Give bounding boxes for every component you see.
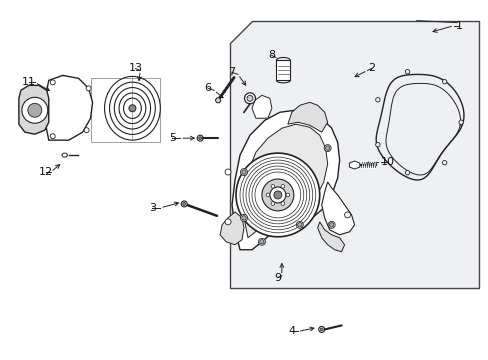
- Circle shape: [296, 221, 303, 228]
- Circle shape: [224, 219, 230, 225]
- Circle shape: [269, 187, 285, 203]
- Text: 7: 7: [228, 67, 235, 77]
- Circle shape: [28, 103, 41, 117]
- Circle shape: [297, 222, 302, 227]
- Circle shape: [244, 93, 255, 104]
- Circle shape: [22, 97, 48, 123]
- Polygon shape: [251, 95, 271, 118]
- Text: 2: 2: [367, 63, 374, 73]
- Circle shape: [320, 328, 323, 331]
- Text: 3: 3: [148, 203, 156, 213]
- Polygon shape: [61, 153, 67, 157]
- Circle shape: [197, 135, 203, 141]
- Polygon shape: [287, 102, 327, 132]
- Text: 5: 5: [168, 133, 175, 143]
- Circle shape: [458, 120, 463, 125]
- Text: 12: 12: [39, 167, 53, 177]
- Circle shape: [344, 212, 350, 218]
- Polygon shape: [349, 161, 359, 169]
- Text: 10: 10: [380, 157, 394, 167]
- Circle shape: [241, 216, 245, 220]
- Circle shape: [183, 202, 185, 206]
- Circle shape: [236, 153, 319, 237]
- Polygon shape: [46, 75, 92, 140]
- Circle shape: [273, 191, 281, 199]
- Text: 8: 8: [268, 50, 275, 60]
- Polygon shape: [244, 124, 327, 238]
- Circle shape: [86, 86, 91, 91]
- Circle shape: [240, 168, 247, 176]
- Circle shape: [318, 327, 324, 332]
- Circle shape: [325, 146, 329, 150]
- Polygon shape: [215, 98, 221, 103]
- Circle shape: [129, 105, 136, 112]
- Circle shape: [442, 80, 446, 84]
- Circle shape: [324, 145, 330, 152]
- Polygon shape: [232, 110, 339, 250]
- Bar: [276, 60, 290, 80]
- Circle shape: [84, 128, 89, 133]
- Circle shape: [405, 171, 409, 175]
- Text: 4: 4: [287, 327, 295, 336]
- Circle shape: [327, 221, 334, 228]
- Circle shape: [375, 143, 379, 147]
- Polygon shape: [220, 212, 244, 245]
- Circle shape: [281, 202, 284, 205]
- Circle shape: [285, 193, 289, 197]
- Text: 9: 9: [274, 273, 281, 283]
- Circle shape: [375, 98, 379, 102]
- Circle shape: [270, 185, 274, 188]
- Circle shape: [405, 69, 409, 74]
- Polygon shape: [229, 21, 478, 288]
- Circle shape: [258, 238, 265, 245]
- Circle shape: [198, 137, 201, 140]
- Circle shape: [240, 214, 247, 221]
- Circle shape: [442, 161, 446, 165]
- Circle shape: [270, 202, 274, 205]
- Text: 6: 6: [204, 84, 211, 93]
- Circle shape: [281, 185, 284, 188]
- Text: 1: 1: [455, 21, 462, 31]
- Circle shape: [262, 179, 293, 211]
- Polygon shape: [19, 85, 49, 134]
- Circle shape: [329, 222, 333, 227]
- Circle shape: [265, 193, 269, 197]
- Circle shape: [224, 169, 230, 175]
- Circle shape: [50, 134, 55, 139]
- Circle shape: [181, 201, 187, 207]
- Circle shape: [241, 170, 245, 174]
- Circle shape: [259, 239, 264, 244]
- Circle shape: [50, 80, 55, 85]
- Circle shape: [246, 95, 252, 101]
- Text: 11: 11: [22, 77, 36, 87]
- Polygon shape: [321, 182, 354, 235]
- Text: 13: 13: [128, 63, 142, 73]
- Polygon shape: [317, 222, 344, 252]
